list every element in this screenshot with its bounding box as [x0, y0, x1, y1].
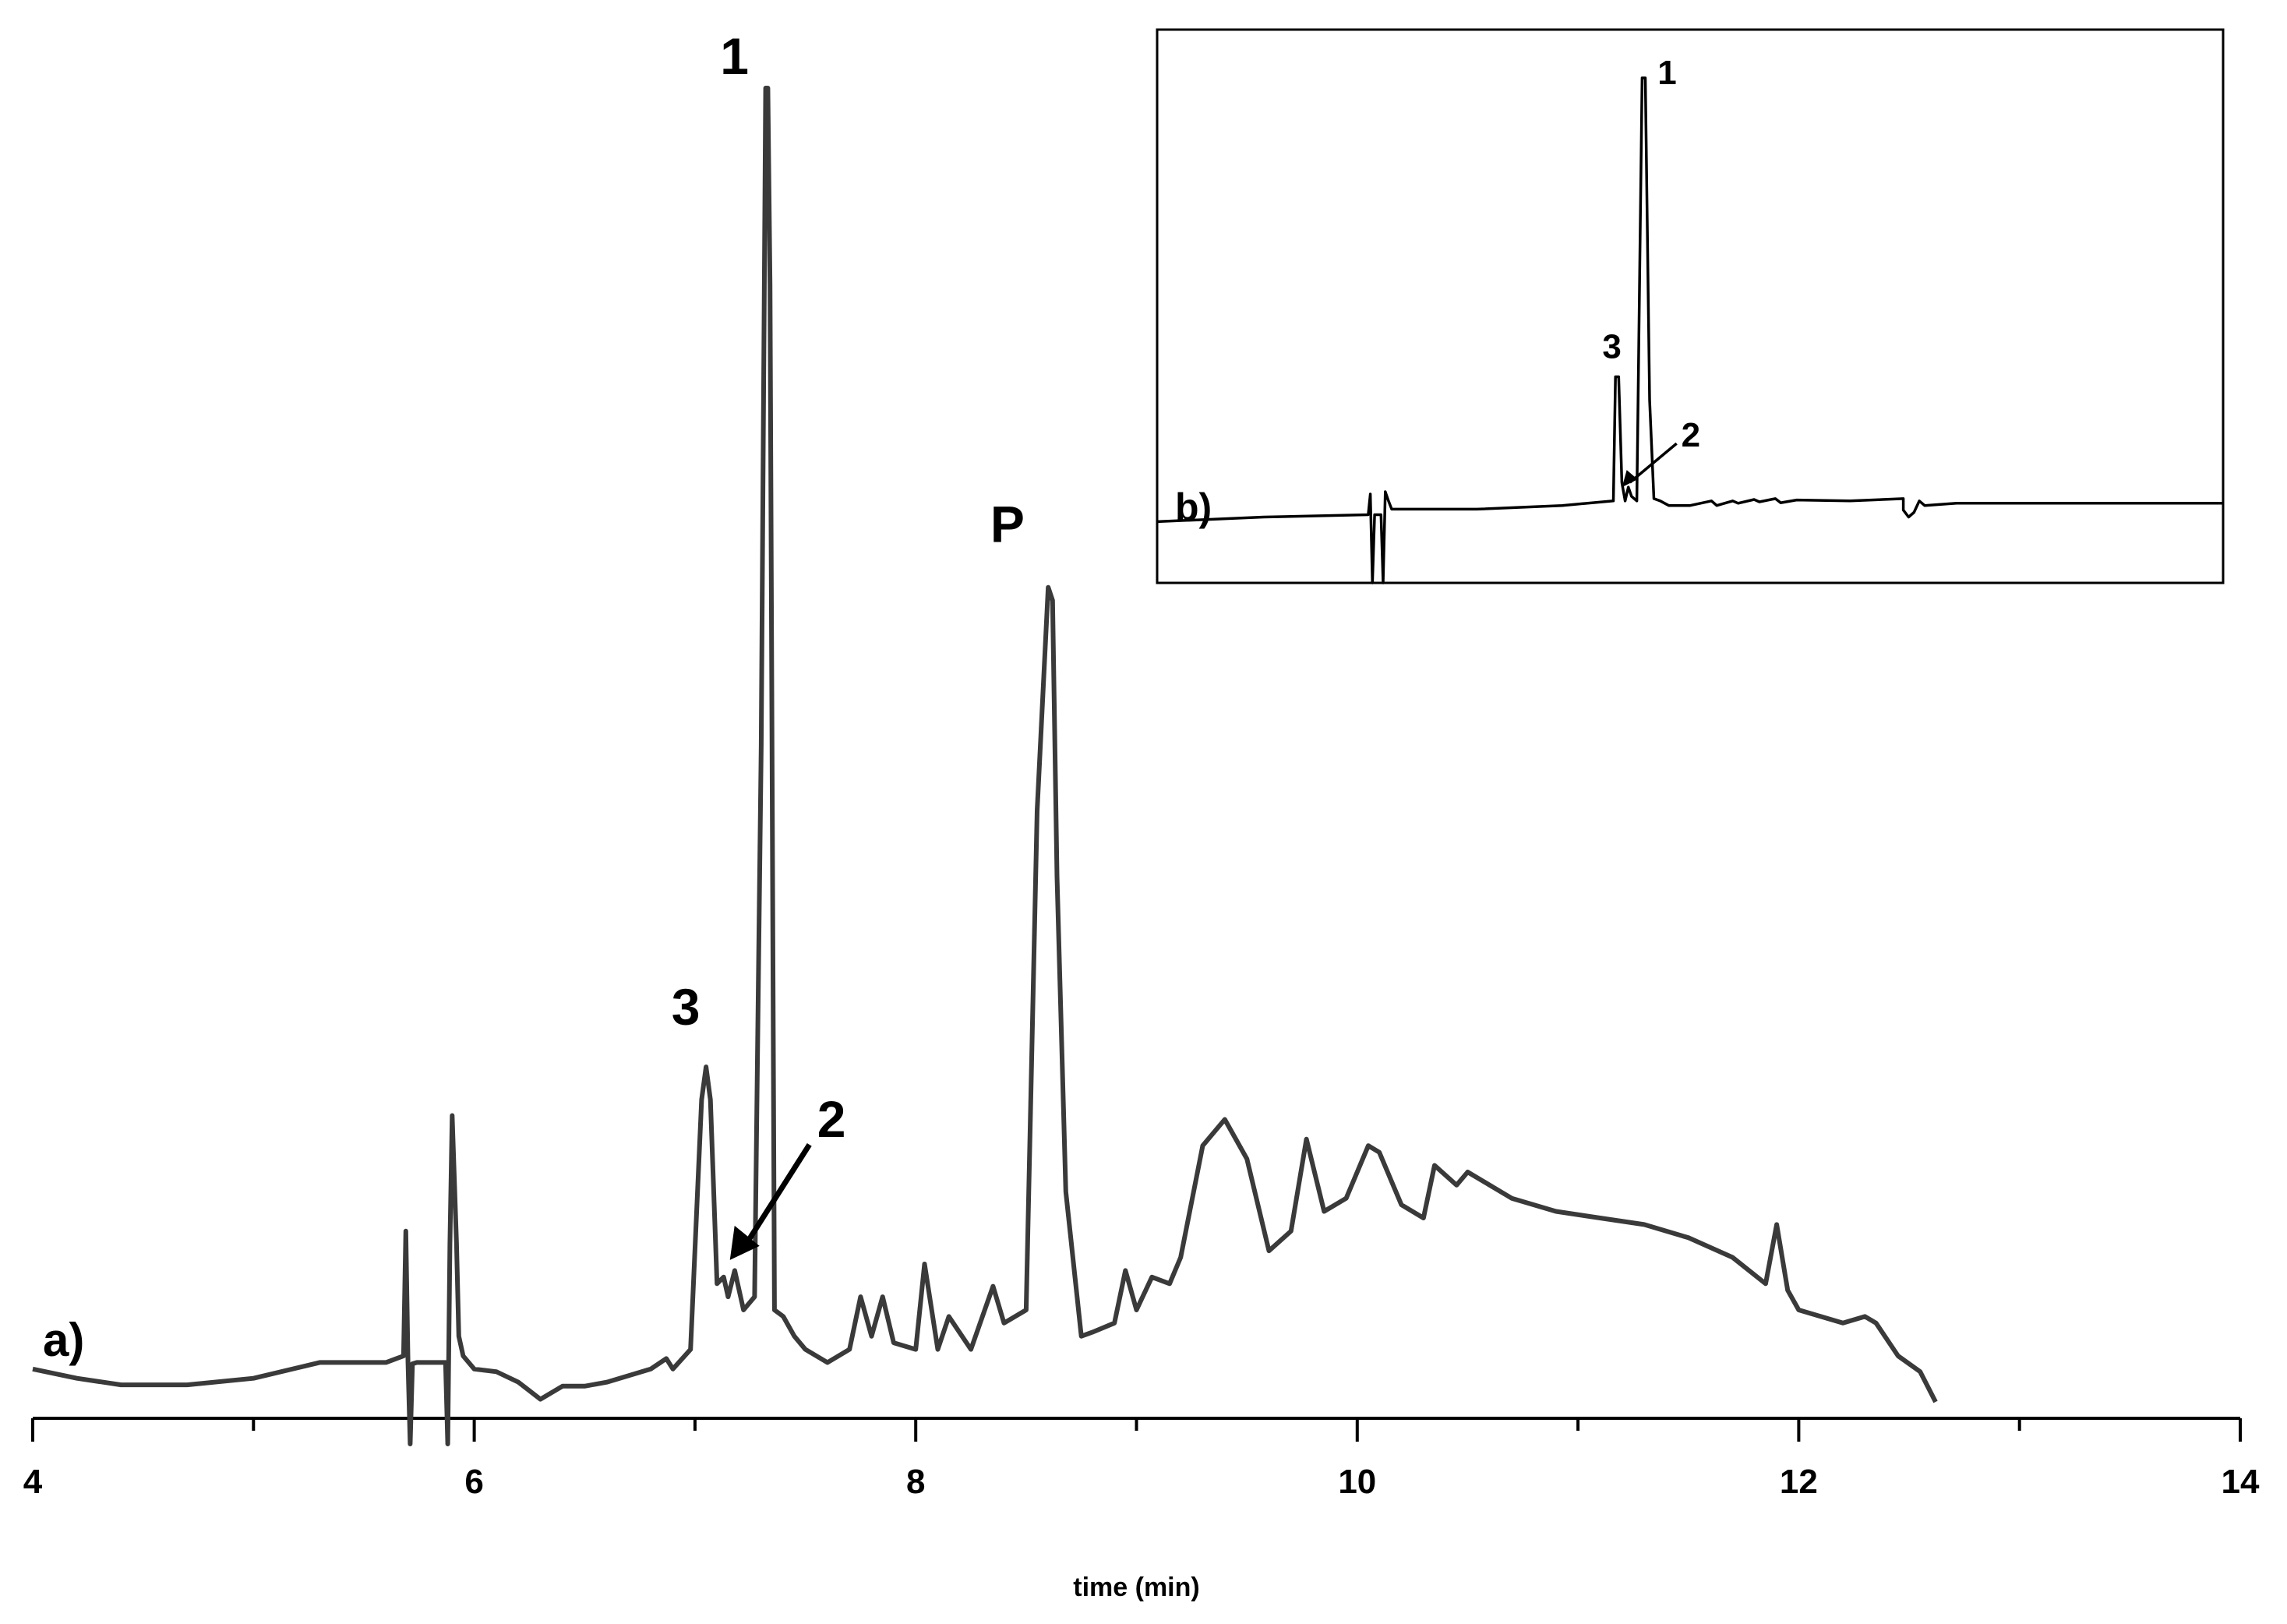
peak-label-3: 3 — [672, 978, 701, 1036]
x-axis-title: time (min) — [1073, 1573, 1199, 1602]
x-tick-label: 6 — [464, 1463, 483, 1501]
panel-label-a: a) — [43, 1314, 84, 1366]
chromatogram-trace-b — [1156, 76, 2223, 584]
peak-label-2: 2 — [817, 1090, 846, 1148]
inset-peak-label-3: 3 — [1602, 328, 1621, 366]
peak-label-p: P — [990, 496, 1025, 553]
inset-chromatogram: b) 1 2 3 — [1156, 28, 2225, 584]
peak-2-arrow-head — [729, 1225, 760, 1260]
x-tick-label: 14 — [2222, 1463, 2260, 1501]
x-tick-label: 12 — [1780, 1463, 1818, 1501]
inset-peak-label-1: 1 — [1657, 54, 1676, 92]
inset-peak-2-arrow-shaft — [1629, 442, 1678, 484]
x-tick-label: 10 — [1338, 1463, 1376, 1501]
x-tick-label: 8 — [906, 1463, 925, 1501]
inset-peak-label-2: 2 — [1682, 416, 1700, 454]
peak-2-arrow-shaft — [741, 1142, 812, 1249]
inset-frame — [1156, 28, 2225, 584]
inset-peak-2-arrow-head — [1622, 470, 1638, 488]
chromatogram-trace-a — [32, 86, 1938, 1446]
peak-label-1: 1 — [720, 27, 749, 85]
x-tick-label: 4 — [23, 1463, 43, 1501]
panel-label-b: b) — [1175, 485, 1212, 529]
